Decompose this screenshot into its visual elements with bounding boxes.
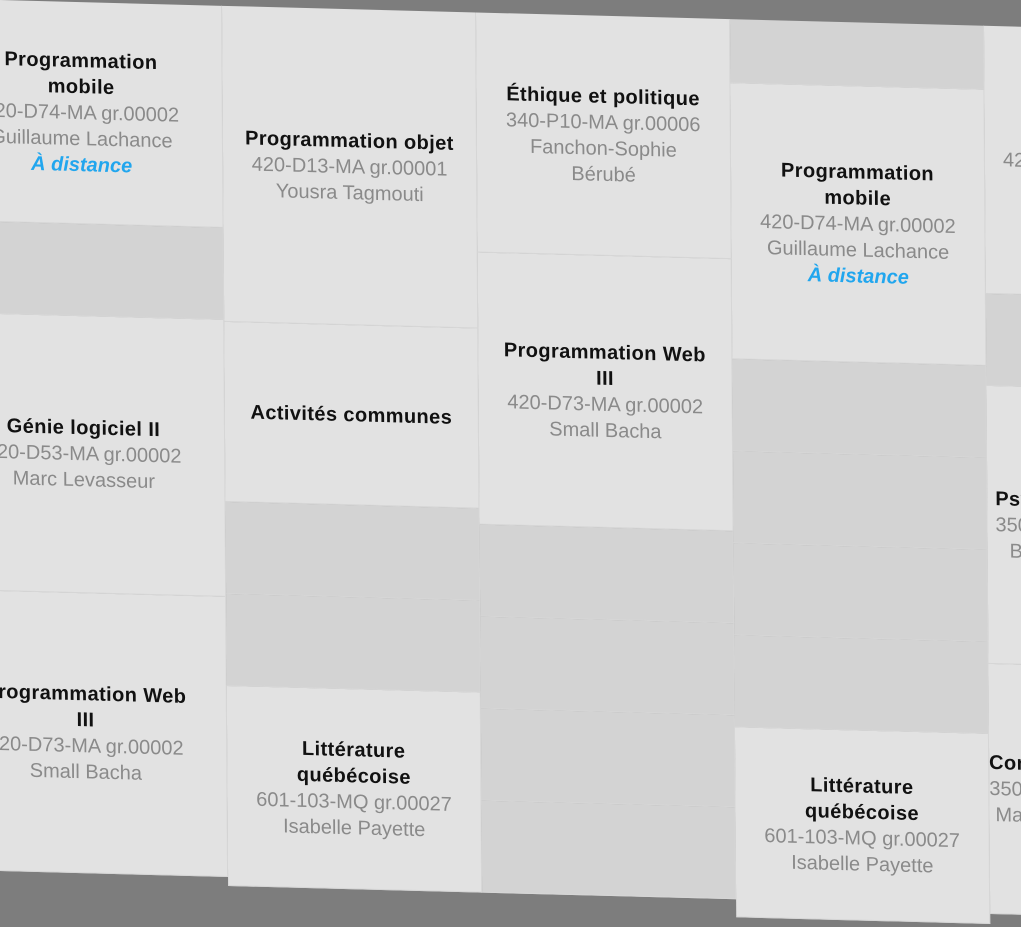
course-title: Programmation Web: [503, 338, 706, 366]
course-title: Littérature: [810, 773, 914, 799]
course-title: Programmation: [780, 158, 935, 185]
empty-slot: [226, 593, 481, 693]
empty-slot: [733, 543, 989, 642]
empty-slot: [732, 451, 988, 550]
course-block-mobile[interactable]: Programmation mobile 420-D74-MA gr.00002…: [730, 83, 987, 366]
course-title: québécoise: [804, 799, 920, 825]
course-teacher: Mathi: [995, 803, 1021, 827]
course-block-litterature[interactable]: Littérature québécoise 601-103-MQ gr.000…: [734, 727, 991, 924]
empty-slot: [480, 616, 735, 716]
course-title: mobile: [824, 186, 892, 210]
course-title: Programmation Web: [0, 680, 187, 708]
course-code: 420: [1002, 148, 1021, 172]
course-teacher: Guillaume Lachance: [766, 236, 950, 264]
course-teacher: Be: [1009, 539, 1021, 563]
empty-slot: [225, 501, 481, 601]
course-title: Comm: [989, 751, 1021, 776]
empty-slot: [734, 635, 989, 734]
course-code: 420-D73-MA gr.00002: [507, 390, 704, 418]
course-block-partial[interactable]: 420: [983, 25, 1021, 297]
course-teacher: Guillaume Lachance: [0, 125, 173, 153]
course-code: 350-C: [989, 777, 1021, 801]
course-teacher: Fanchon-Sophie: [529, 135, 677, 162]
course-title: Psy: [995, 487, 1021, 511]
empty-slot: [729, 19, 985, 90]
course-teacher: Bérubé: [571, 162, 636, 187]
course-code: 350-: [995, 513, 1021, 537]
empty-slot: [480, 708, 736, 808]
course-teacher: Small Bacha: [29, 759, 143, 785]
course-title: Activités communes: [250, 401, 453, 429]
course-teacher: Small Bacha: [549, 417, 662, 443]
course-block-web3[interactable]: Programmation Web III 420-D73-MA gr.0000…: [0, 589, 229, 877]
empty-slot: [732, 359, 987, 458]
course-block-objet[interactable]: Programmation objet 420-D13-MA gr.00001 …: [221, 5, 479, 329]
course-title: mobile: [47, 74, 115, 99]
course-block-activites[interactable]: Activités communes: [224, 321, 480, 509]
remote-badge: À distance: [30, 152, 133, 177]
course-title: Génie logiciel II: [6, 415, 161, 442]
course-block-psy[interactable]: Psy 350- Be: [986, 385, 1021, 668]
empty-slot: [985, 293, 1021, 389]
course-block-ethique[interactable]: Éthique et politique 340-P10-MA gr.00006…: [475, 12, 732, 260]
course-teacher: Marc Levasseur: [12, 467, 156, 494]
course-title: III: [596, 367, 615, 390]
course-title: III: [76, 708, 95, 731]
empty-slot: [0, 220, 225, 320]
remote-badge: À distance: [807, 263, 909, 289]
course-title: québécoise: [296, 763, 411, 789]
course-block-genie-logiciel[interactable]: Génie logiciel II 420-D53-MA gr.00002 Ma…: [0, 312, 227, 597]
course-teacher: Isabelle Payette: [791, 851, 934, 877]
course-teacher: Isabelle Payette: [282, 814, 426, 841]
course-block-mobile[interactable]: Programmation mobile 420-D74-MA gr.00002…: [0, 0, 224, 228]
course-title: Littérature: [301, 737, 406, 763]
course-block-comm[interactable]: Comm 350-C Mathi: [988, 663, 1021, 918]
empty-slot: [481, 800, 737, 900]
course-title: Programmation: [4, 47, 158, 74]
course-block-web3[interactable]: Programmation Web III 420-D73-MA gr.0000…: [477, 252, 734, 532]
empty-slot: [479, 524, 735, 624]
course-code: 420-D73-MA gr.00002: [0, 732, 184, 760]
course-block-litterature[interactable]: Littérature québécoise 601-103-MQ gr.000…: [226, 685, 483, 893]
course-teacher: Yousra Tagmouti: [275, 179, 424, 206]
